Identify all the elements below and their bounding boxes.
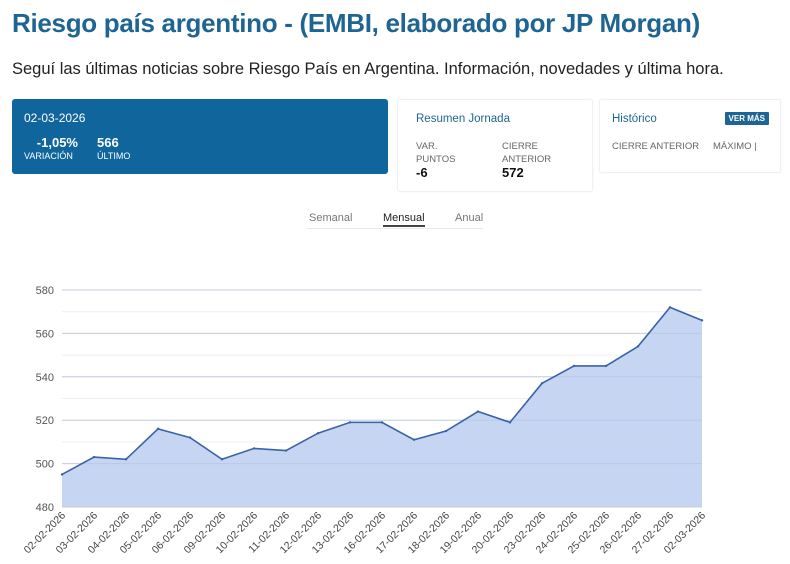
tab-semanal[interactable]: Semanal [309,212,353,224]
y-tick-label: 540 [36,372,54,384]
historic-max-label: MÁXIMO | [713,141,757,152]
data-point [604,364,608,368]
y-tick-label: 520 [36,415,54,427]
page-subtitle: Seguí las últimas noticias sobre Riesgo … [12,60,724,78]
data-point [284,449,288,452]
data-point [60,473,64,476]
tab-anual[interactable]: Anual [455,212,484,224]
last-label: ÚLTIMO [97,151,131,161]
y-tick-label: 560 [36,328,54,340]
data-point [252,447,256,450]
historic-title: Histórico [612,113,657,125]
data-point [700,319,704,322]
data-point [476,410,480,413]
data-point [380,421,384,424]
data-point [92,455,96,459]
y-tick-label: 580 [36,285,54,297]
data-point [348,421,352,424]
data-point [124,458,128,461]
last-value: 566 [97,135,119,150]
data-point [572,364,576,368]
data-point [412,438,416,441]
data-point [508,421,512,424]
data-point [156,427,160,431]
period-tabs: Semanal Mensual Anual [307,212,483,229]
data-point [540,382,544,385]
data-point [668,306,672,309]
variation-label: VARIACIÓN [24,151,73,161]
data-point [444,429,448,433]
daily-summary-card: Resumen Jornada VAR. PUNTOS -6 CIERRE AN… [397,99,593,192]
historic-card: Histórico VER MÁS CIERRE ANTERIOR MÁXIMO… [599,99,781,173]
risk-chart: 48050052054056058002-02-202603-02-202604… [22,285,709,556]
quote-date: 02-03-2026 [24,111,86,125]
y-tick-label: 480 [36,502,54,514]
data-point [220,458,224,461]
historic-previous-close-label: CIERRE ANTERIOR [612,141,700,152]
data-point [316,432,320,435]
variation-value: -1,05% [36,135,78,150]
previous-close-label-line2: ANTERIOR [502,154,552,165]
data-point [188,436,192,439]
tab-mensual[interactable]: Mensual [383,212,425,227]
previous-close-label-line1: CIERRE [502,141,538,152]
y-tick-label: 500 [36,459,54,471]
ver-mas-button[interactable]: VER MÁS [724,112,769,125]
var-points-value: -6 [416,165,428,180]
previous-close-value: 572 [502,165,524,180]
var-points-label-line2: PUNTOS [416,154,456,165]
area-fill [62,307,702,507]
page-title: Riesgo país argentino - (EMBI, elaborado… [12,8,700,38]
var-points-label-line1: VAR. [416,141,438,152]
current-quote-card: 02-03-2026 -1,05% VARIACIÓN 566 ÚLTIMO [12,99,388,174]
data-point [636,345,640,348]
daily-summary-title: Resumen Jornada [416,113,510,125]
